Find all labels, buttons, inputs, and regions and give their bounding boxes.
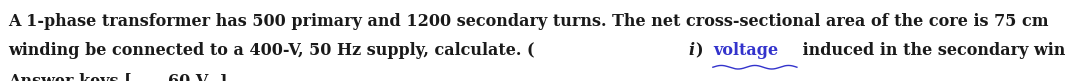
Text: A 1-phase transformer has 500 primary and 1200 secondary turns. The net cross-se: A 1-phase transformer has 500 primary an… bbox=[9, 13, 1049, 30]
Text: ]: ] bbox=[220, 73, 228, 81]
Text: induced in the secondary winding.: induced in the secondary winding. bbox=[797, 42, 1065, 59]
Text: voltage: voltage bbox=[712, 42, 779, 59]
Text: i: i bbox=[688, 42, 694, 59]
Text: Answer keys [: Answer keys [ bbox=[9, 73, 132, 81]
Text: winding be connected to a 400-V, 50 Hz supply, calculate. (: winding be connected to a 400-V, 50 Hz s… bbox=[9, 42, 535, 59]
Text: ): ) bbox=[695, 42, 709, 59]
Text: 60 V: 60 V bbox=[168, 73, 209, 81]
